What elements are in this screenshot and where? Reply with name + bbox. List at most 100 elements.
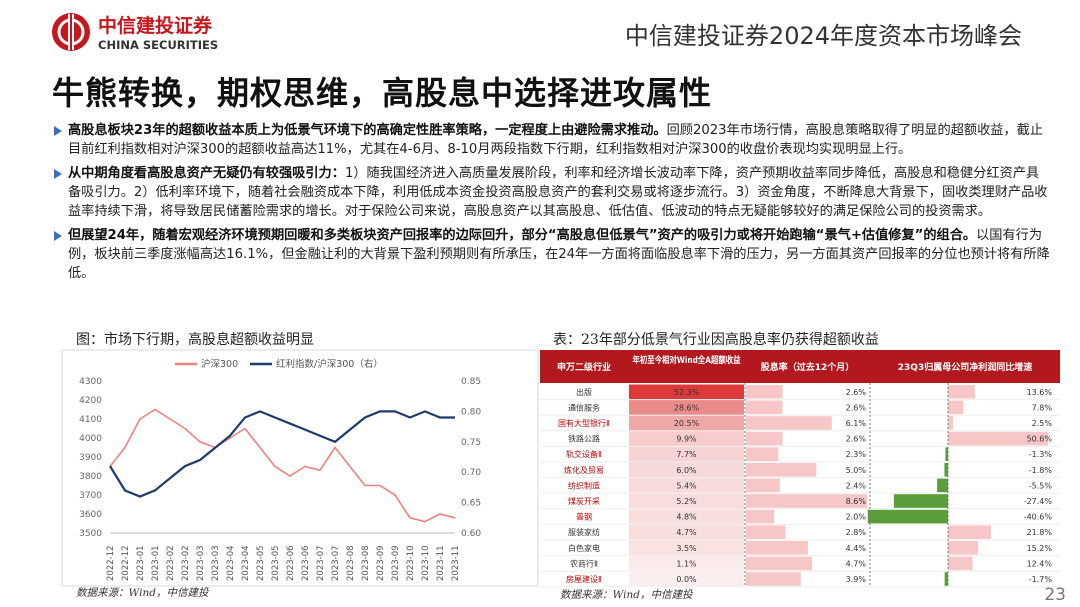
x-tick-label: 2023-05 [271, 545, 281, 581]
growth-bar [944, 572, 948, 586]
dividend-label: 3.9% [846, 575, 867, 584]
x-tick-label: 2023-08 [346, 545, 356, 581]
excess-label: 4.8% [676, 513, 697, 522]
column-header: 申万二级行业 [557, 361, 611, 373]
growth-bar [948, 400, 964, 415]
growth-label: 2.5% [1032, 419, 1053, 428]
y2-tick-label: 0.65 [461, 499, 481, 509]
series-line [109, 408, 456, 523]
dividend-label: 6.1% [846, 419, 867, 428]
x-tick-label: 2023-08 [361, 545, 371, 581]
industry: 白色家电 [568, 543, 600, 553]
industry: 通信服务 [568, 402, 600, 412]
y-tick-label: 4300 [79, 377, 102, 387]
dividend-bar [746, 416, 832, 430]
growth-label: 7.8% [1032, 403, 1053, 412]
growth-label: -27.4% [1024, 497, 1053, 506]
x-tick-label: 2023-11 [451, 545, 461, 581]
excess-label: 4.7% [676, 528, 697, 537]
growth-label: 12.4% [1027, 559, 1053, 568]
y2-tick-label: 0.75 [461, 438, 481, 448]
industry: 普钢 [576, 512, 592, 522]
bullet-list: 高股息板块23年的超额收益本质上为低景气环境下的高确定性胜率策略，一定程度上由避… [52, 121, 1052, 288]
column-header: 23Q3归属母公司净利润同比增速 [898, 361, 1032, 373]
excess-label: 0.0% [676, 575, 697, 584]
growth-bar [948, 416, 953, 430]
table-caption: 表：23年部分低景气行业因高股息率仍获得超额收益 [553, 332, 879, 348]
excess-label: 20.5% [674, 419, 700, 428]
bullet-lead: 从中期角度看高股息资产无疑仍有较强吸引力： [68, 166, 345, 181]
x-tick-label: 2023-10 [406, 545, 416, 581]
y2-tick-label: 0.80 [461, 407, 481, 417]
industry: 农商行Ⅱ [570, 558, 598, 568]
industry: 铁路公路 [568, 434, 600, 444]
dividend-bar [746, 556, 813, 571]
x-tick-label: 2023-02 [166, 545, 176, 581]
column-header: 年初至今相对Wind全A超额收益 [633, 354, 741, 366]
industry: 出版 [576, 387, 592, 397]
excess-cell [629, 446, 744, 462]
growth-label: 21.8% [1027, 528, 1053, 537]
excess-cell [629, 462, 744, 478]
y-tick-label: 3800 [79, 472, 102, 482]
header-bg [540, 350, 1060, 383]
line-chart: 3500 3600 3700 3800 3900 4000 4100 4200 4300 0.60… [61, 349, 539, 587]
x-tick-label: 2023-09 [391, 545, 401, 581]
growth-label: 13.6% [1027, 388, 1053, 397]
growth-bar [893, 494, 948, 508]
excess-cell [629, 384, 744, 400]
dividend-bar [746, 525, 786, 539]
industry: 煤炭开采 [568, 496, 600, 506]
y2-tick-label: 0.60 [461, 529, 481, 539]
dividend-bar [746, 447, 779, 461]
excess-cell [629, 571, 744, 587]
x-tick-label: 2023-07 [316, 545, 326, 581]
excess-label: 5.4% [676, 481, 697, 490]
dividend-label: 2.6% [846, 403, 867, 412]
event-name: 中信建投证券2024年度资本市场峰会 [624, 22, 1022, 50]
dividend-bar [746, 431, 783, 446]
bullet: 高股息板块23年的超额收益本质上为低景气环境下的高确定性胜率策略，一定程度上由避… [52, 121, 1052, 159]
y-tick-label: 3500 [79, 529, 102, 539]
x-tick-label: 2023-06 [286, 545, 296, 581]
bullet-lead: 但展望24年，随着宏观经济环境预期回暖和多类板块资产回报率的边际回升，部分“高股… [68, 228, 977, 243]
excess-cell [629, 540, 744, 556]
growth-bar [944, 463, 948, 477]
x-tick-label: 2023-05 [256, 545, 266, 581]
dividend-bar [746, 541, 808, 555]
growth-bar [948, 525, 992, 539]
x-tick-label: 2022-12 [121, 545, 131, 581]
dividend-label: 2.6% [846, 388, 867, 397]
plot-frame [61, 349, 539, 587]
industry: 国有大型银行Ⅱ [558, 418, 610, 428]
excess-label: 7.7% [676, 450, 697, 459]
dividend-bar [746, 400, 783, 415]
growth-label: -5.5% [1029, 481, 1053, 490]
y2-tick-label: 0.85 [461, 377, 481, 387]
dividend-label: 2.4% [846, 481, 867, 490]
growth-label: 50.6% [1027, 435, 1053, 444]
x-tick-label: 2023-02 [181, 545, 191, 581]
industry: 纺织制造 [568, 480, 600, 490]
table-source: 数据来源：Wind，中信建投 [560, 589, 693, 601]
bullet-text: 回顾2023年市场行情，高股息策略取得了明显的超额收益，截止目前红利指数相对沪深… [68, 123, 1044, 157]
legend-label: 沪深300 [201, 358, 238, 370]
industry: 房屋建设Ⅱ [566, 574, 602, 584]
dividend-bar [746, 509, 775, 524]
x-tick-label: 2023-04 [226, 545, 236, 581]
growth-label: -1.3% [1029, 450, 1053, 459]
logo-cn: 中信建投证券 [98, 14, 213, 37]
y-tick-label: 3700 [79, 491, 102, 501]
growth-label: 15.2% [1027, 544, 1053, 553]
x-tick-label: 2023-01 [151, 545, 161, 581]
excess-label: 5.2% [676, 497, 697, 506]
growth-bar [945, 447, 948, 461]
excess-cell [629, 493, 744, 509]
dividend-label: 5.0% [846, 466, 867, 475]
bullet: 从中期角度看高股息资产无疑仍有较强吸引力：1）随我国经济进入高质量发展阶段，利率… [52, 164, 1052, 221]
excess-label: 28.6% [674, 403, 700, 412]
dividend-label: 4.4% [846, 544, 867, 553]
growth-bar [948, 431, 1048, 446]
x-tick-label: 2023-06 [301, 545, 311, 581]
dividend-bar [746, 385, 783, 399]
